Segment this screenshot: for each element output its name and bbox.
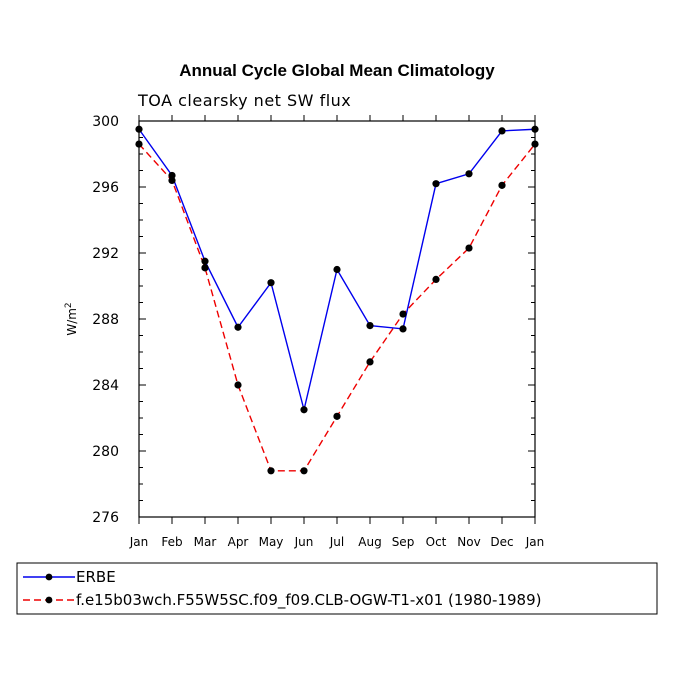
x-tick-label: Aug: [358, 535, 381, 549]
x-tick-label: Jul: [329, 535, 344, 549]
legend-box: [16, 562, 658, 615]
x-tick-label: Jan: [525, 535, 545, 549]
legend-marker-erbe: [45, 573, 53, 581]
legend-label-model: f.e15b03wch.F55W5SC.f09_f09.CLB-OGW-T1-x…: [76, 591, 541, 610]
x-tick-label: Jun: [294, 535, 314, 549]
data-point-model: [465, 244, 473, 252]
plot-axes: 276 280 284 288 292 296 300 Jan Feb Mar Apr May Jun J…: [92, 114, 544, 549]
data-point-model: [267, 467, 275, 475]
y-tick-label: 276: [92, 510, 119, 526]
legend: ERBE f.e15b03wch.F55W5SC.f09_f09.CLB-OGW…: [16, 562, 658, 615]
data-point-model: [333, 412, 341, 420]
data-point-model: [399, 310, 407, 318]
data-point-model: [168, 176, 176, 184]
series-layer: [135, 125, 539, 475]
plot-frame: [138, 120, 536, 518]
data-point-erbe: [168, 171, 176, 180]
data-point-model: [234, 381, 242, 389]
x-tick-label: Sep: [392, 535, 415, 549]
data-point-erbe: [531, 125, 539, 133]
data-point-model: [498, 181, 506, 189]
y-tick-label: 300: [92, 114, 119, 130]
chart-subtitle: TOA clearsky net SW flux: [137, 91, 351, 110]
data-point-erbe: [366, 322, 374, 330]
data-point-model: [366, 358, 374, 366]
data-point-erbe: [201, 257, 209, 265]
x-tick-label: Apr: [228, 535, 249, 549]
chart-title: Annual Cycle Global Mean Climatology: [179, 61, 495, 80]
data-point-erbe: [300, 406, 308, 414]
data-point-model: [531, 140, 539, 148]
y-tick-label: 292: [92, 246, 119, 262]
y-tick-label: 284: [92, 378, 119, 394]
data-point-erbe: [498, 127, 506, 135]
data-point-model: [300, 467, 308, 475]
data-point-erbe: [267, 279, 275, 287]
series-line-model: [138, 143, 536, 472]
data-point-erbe: [135, 125, 143, 133]
y-tick-label: 288: [92, 312, 119, 328]
x-tick-label: Oct: [426, 535, 447, 549]
x-tick-label: Mar: [194, 535, 217, 549]
x-tick-label: Nov: [457, 535, 480, 549]
data-point-model: [201, 264, 209, 272]
data-point-erbe: [465, 170, 473, 178]
data-point-erbe: [234, 323, 242, 331]
data-point-erbe: [399, 325, 407, 333]
data-point-model: [135, 140, 143, 148]
x-tick-label: May: [259, 535, 284, 549]
x-tick-label: Feb: [161, 535, 182, 549]
legend-label-erbe: ERBE: [76, 568, 116, 586]
y-axis-label-superscript: 2: [64, 302, 74, 308]
y-tick-label: 296: [92, 180, 119, 196]
y-axis-label-group: W/m2: [64, 302, 79, 335]
y-tick-label: 280: [92, 444, 119, 460]
y-axis-label-unit: W/m: [65, 308, 79, 336]
y-axis-label: W/m2: [64, 302, 79, 335]
data-point-erbe: [333, 265, 341, 274]
data-point-erbe: [432, 180, 440, 188]
x-tick-label: Jan: [129, 535, 149, 549]
data-point-model: [432, 275, 440, 283]
legend-marker-model: [45, 596, 53, 604]
x-tick-label: Dec: [490, 535, 513, 549]
